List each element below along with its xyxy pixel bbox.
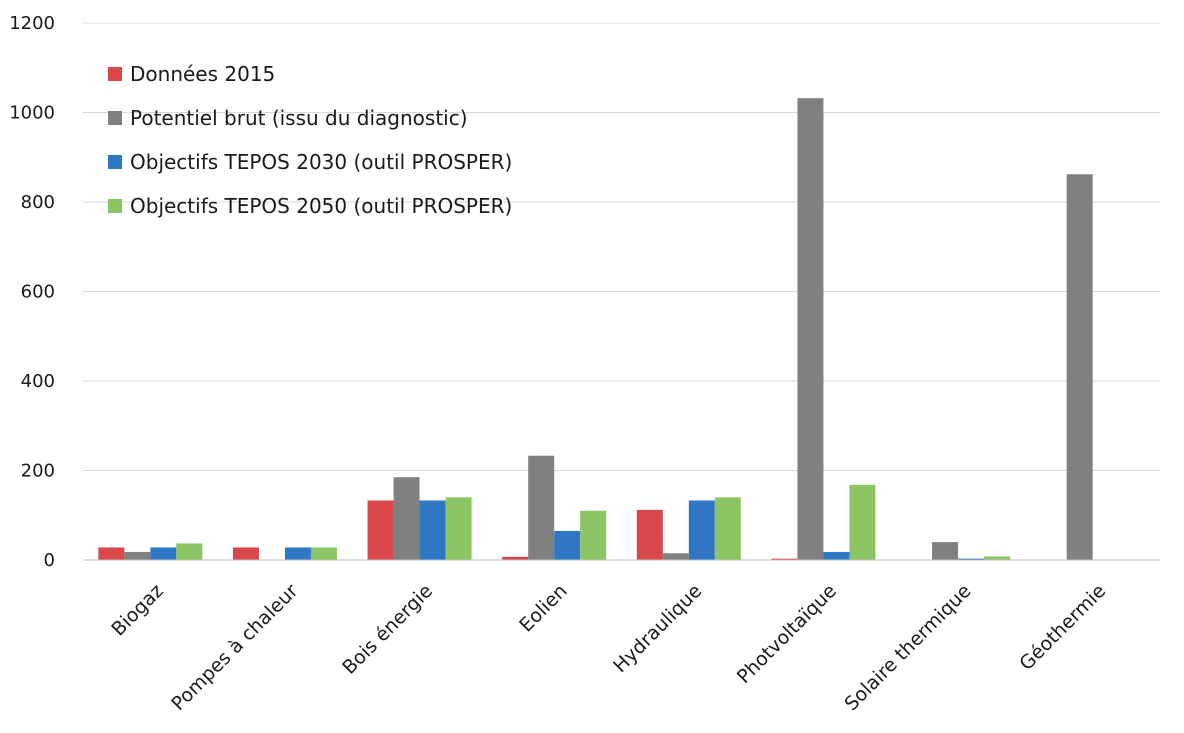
bar-3-3 xyxy=(580,510,607,560)
bar-3-1 xyxy=(528,455,555,560)
y-tick-label: 600 xyxy=(21,282,55,303)
legend-swatch xyxy=(108,155,122,169)
x-tick-label: Géothermie xyxy=(1015,580,1110,675)
x-tick-label: Solaire thermique xyxy=(840,580,975,715)
legend-label: Objectifs TEPOS 2030 (outil PROSPER) xyxy=(130,150,512,174)
x-axis-ticks: Biogaz Pompes à chaleur Bois énergie Eolien… xyxy=(107,580,1110,715)
legend-label: Potentiel brut (issu du diagnostic) xyxy=(130,106,468,130)
bar-3-2 xyxy=(554,530,581,560)
x-tick-label: Pompes à chaleur xyxy=(167,580,302,715)
bar-4-0 xyxy=(636,509,663,560)
bar-6-1 xyxy=(932,542,959,560)
bar-1-3 xyxy=(310,547,337,560)
bar-5-0 xyxy=(771,558,798,560)
legend-swatch xyxy=(108,67,122,81)
bar-2-0 xyxy=(367,500,394,560)
x-tick-label: Hydraulique xyxy=(609,580,706,677)
bar-7-1 xyxy=(1066,174,1093,560)
x-tick-label: Photvoltaïque xyxy=(733,580,841,688)
x-tick-label: Eolien xyxy=(515,580,572,637)
bar-6-3 xyxy=(984,556,1011,560)
bar-0-3 xyxy=(176,543,203,560)
bar-6-2 xyxy=(958,558,985,560)
legend-swatch xyxy=(108,111,122,125)
legend-label: Objectifs TEPOS 2050 (outil PROSPER) xyxy=(130,194,512,218)
bar-0-2 xyxy=(150,547,177,560)
y-tick-label: 200 xyxy=(21,461,55,482)
y-axis-ticks: 0 200 400 600 800 1000 1200 xyxy=(9,13,55,571)
x-tick-label: Bois énergie xyxy=(338,580,437,679)
gridlines xyxy=(83,22,1160,471)
y-tick-label: 1000 xyxy=(9,103,55,124)
bar-2-1 xyxy=(393,477,420,560)
bar-5-2 xyxy=(823,551,850,560)
bar-5-3 xyxy=(849,484,876,560)
y-tick-label: 1200 xyxy=(9,13,55,34)
bars xyxy=(98,98,1093,561)
bar-4-3 xyxy=(714,497,741,560)
x-tick-label: Biogaz xyxy=(107,580,168,641)
bar-0-0 xyxy=(98,547,125,560)
legend: Données 2015 Potentiel brut (issu du diag… xyxy=(108,62,512,218)
y-tick-label: 400 xyxy=(21,371,55,392)
bar-5-1 xyxy=(797,98,824,561)
y-tick-label: 800 xyxy=(21,192,55,213)
bar-4-1 xyxy=(662,553,689,560)
bar-2-3 xyxy=(445,497,472,560)
bar-1-2 xyxy=(284,547,311,560)
bar-3-0 xyxy=(502,556,529,560)
bar-1-0 xyxy=(232,547,259,560)
y-tick-label: 0 xyxy=(44,550,55,571)
bar-4-2 xyxy=(688,500,715,560)
bar-2-2 xyxy=(419,500,446,560)
legend-swatch xyxy=(108,199,122,213)
legend-label: Données 2015 xyxy=(130,62,275,86)
bar-0-1 xyxy=(124,551,151,560)
